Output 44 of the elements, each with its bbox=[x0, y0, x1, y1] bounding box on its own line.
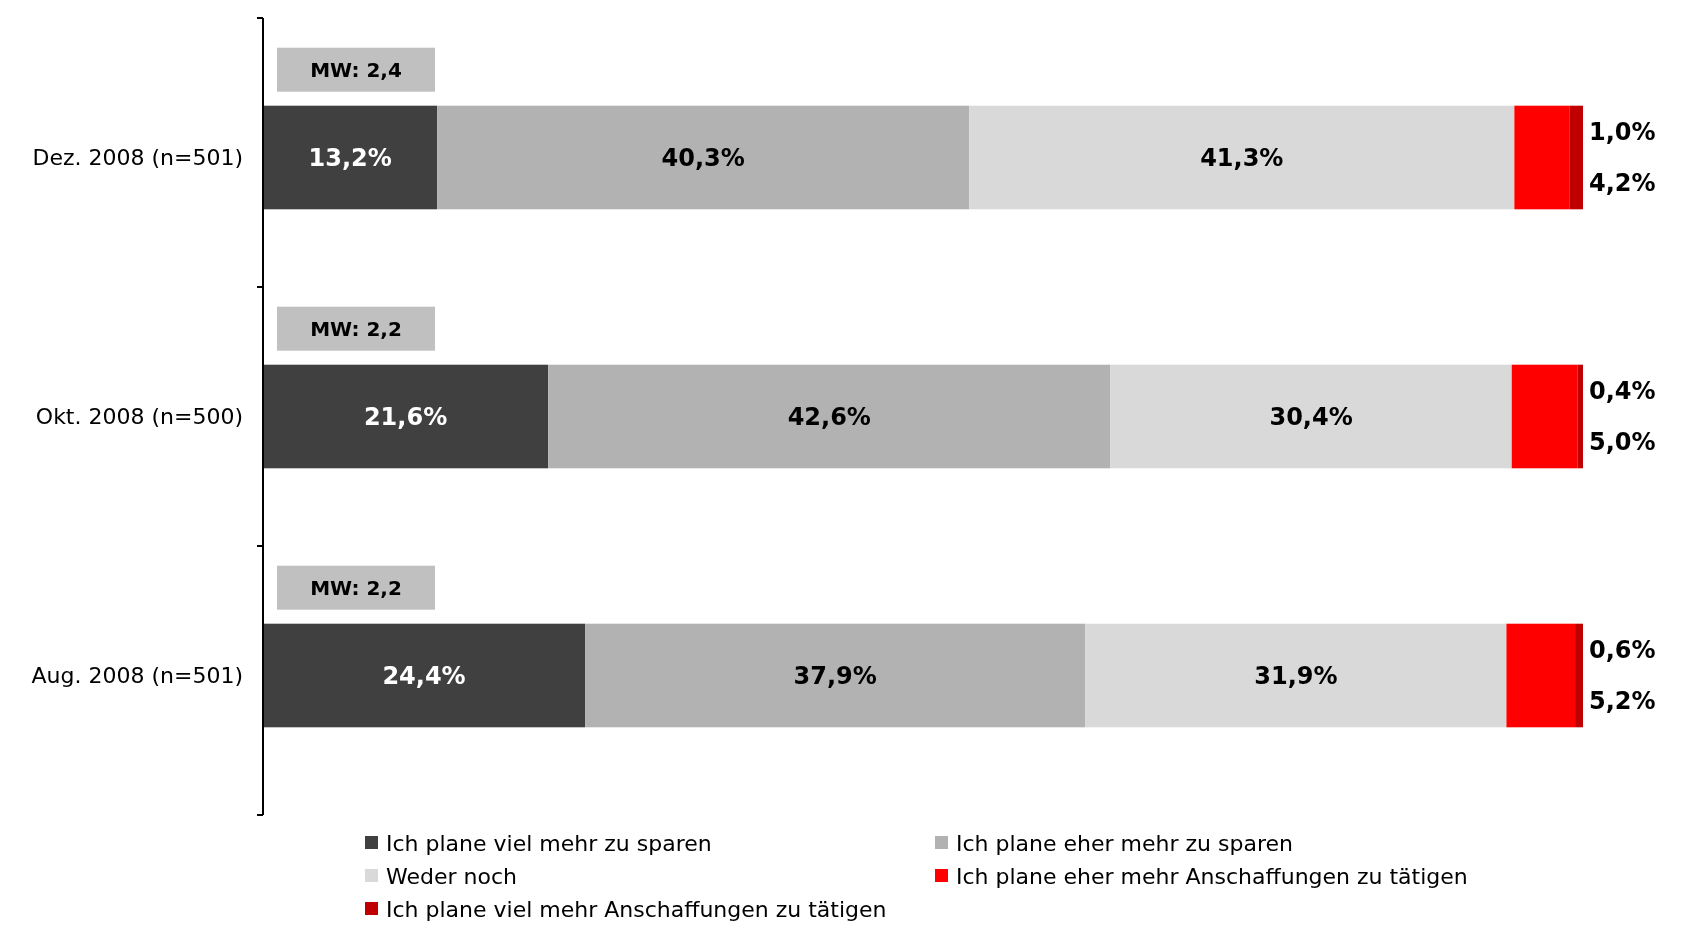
annotation: MW: 2,2 bbox=[310, 575, 402, 600]
data-label: 41,3% bbox=[1200, 143, 1284, 172]
bar bbox=[263, 364, 549, 469]
y-tick-label: Okt. 2008 (n=500) bbox=[35, 404, 243, 429]
annotation: MW: 2,4 bbox=[310, 57, 402, 82]
bar bbox=[1577, 364, 1583, 469]
data-label: 13,2% bbox=[308, 143, 392, 172]
bar bbox=[1514, 105, 1570, 210]
data-label: 5,0% bbox=[1589, 428, 1656, 457]
bar bbox=[969, 105, 1515, 210]
data-label: 5,2% bbox=[1589, 687, 1656, 716]
data-label: 24,4% bbox=[382, 661, 466, 690]
data-label: 37,9% bbox=[793, 661, 877, 690]
bar bbox=[263, 105, 438, 210]
bar bbox=[1506, 623, 1576, 728]
bar bbox=[1110, 364, 1512, 469]
y-tick-label: Aug. 2008 (n=501) bbox=[31, 663, 243, 688]
data-label: 42,6% bbox=[787, 402, 871, 431]
bar bbox=[437, 105, 970, 210]
legend-label: Weder noch bbox=[386, 863, 517, 889]
y-tick-label: Dez. 2008 (n=501) bbox=[32, 145, 243, 170]
data-label: 40,3% bbox=[661, 143, 745, 172]
mw-label-box: MW: 2,4 bbox=[277, 47, 435, 92]
annotation: MW: 2,2 bbox=[310, 316, 402, 341]
bar bbox=[1511, 364, 1578, 469]
data-label: 0,4% bbox=[1589, 376, 1656, 405]
bar bbox=[1569, 105, 1583, 210]
legend-label: Ich plane eher mehr Anschaffungen zu tätigen bbox=[956, 863, 1468, 889]
bar bbox=[548, 364, 1111, 469]
bar bbox=[1085, 623, 1507, 728]
mw-label-box: MW: 2,2 bbox=[277, 565, 435, 610]
bar bbox=[585, 623, 1086, 728]
data-label: 4,2% bbox=[1589, 169, 1656, 198]
legend-label: Ich plane viel mehr Anschaffungen zu tätigen bbox=[386, 896, 887, 922]
data-label: 1,0% bbox=[1589, 117, 1656, 146]
data-label: 0,6% bbox=[1589, 635, 1656, 664]
bar bbox=[263, 623, 586, 728]
mw-label-box: MW: 2,2 bbox=[277, 306, 435, 351]
legend-label: Ich plane viel mehr zu sparen bbox=[386, 830, 712, 856]
data-label: 30,4% bbox=[1269, 402, 1353, 431]
legend-label: Ich plane eher mehr zu sparen bbox=[956, 830, 1293, 856]
bar bbox=[1575, 623, 1583, 728]
data-label: 31,9% bbox=[1254, 661, 1338, 690]
data-label: 21,6% bbox=[363, 402, 448, 431]
